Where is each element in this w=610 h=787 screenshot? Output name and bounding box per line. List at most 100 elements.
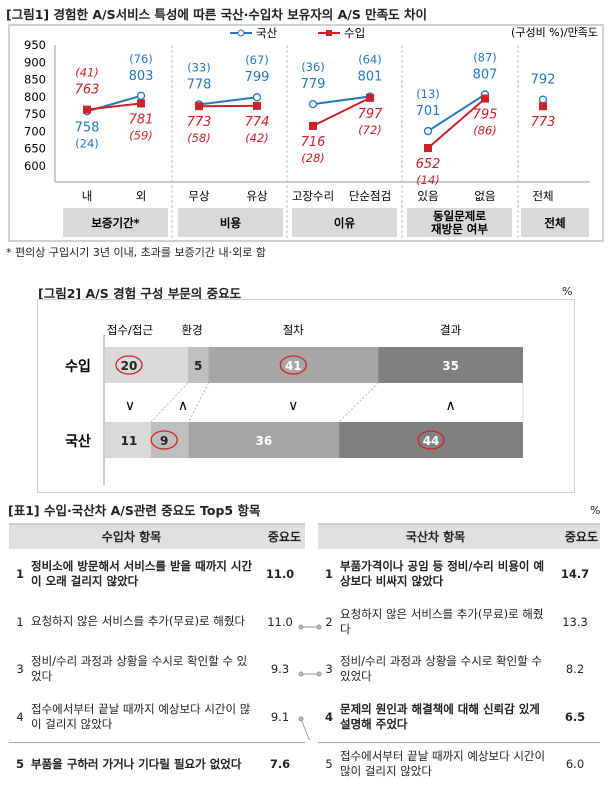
- data-point: [310, 101, 317, 108]
- value-label: 773: [187, 115, 212, 130]
- data-point: [253, 102, 261, 110]
- x-tick-label: 없음: [474, 189, 495, 203]
- legend-label: 국산: [256, 26, 278, 40]
- value-label: 701: [416, 104, 441, 119]
- left-header-score: 중요도: [268, 525, 301, 549]
- row-label: 수입: [65, 359, 91, 375]
- bar-segment: [105, 347, 188, 383]
- x-tick-label: 있음: [417, 189, 438, 203]
- segment-value: 41: [285, 359, 302, 373]
- y-tick-label: 750: [24, 107, 46, 121]
- value-label: 807: [473, 67, 498, 82]
- data-point: [540, 96, 547, 103]
- share-label: (24): [75, 136, 99, 150]
- data-point: [309, 122, 317, 130]
- share-label: (86): [473, 124, 497, 138]
- importance-score: 14.7: [550, 567, 600, 581]
- unit-label: (구성비 %)/만족도: [511, 26, 598, 39]
- x-tick-label: 고장수리: [292, 189, 334, 203]
- data-point: [83, 106, 91, 114]
- share-label: (76): [129, 52, 153, 66]
- value-label: 799: [245, 70, 270, 85]
- data-point: [425, 128, 432, 135]
- series-line-국산: [199, 97, 257, 104]
- value-label: 758: [75, 120, 100, 135]
- figure1-footnote: * 편의상 구입시기 3년 이내, 초과를 보증기간 내·외로 함: [6, 244, 266, 260]
- value-label: 773: [531, 115, 556, 130]
- segment-value: 20: [121, 359, 138, 373]
- item-text: 접수에서부터 끝날 때까지 예상보다 시간이 많이 걸리지 않았다: [31, 702, 255, 732]
- category-label: 절차: [283, 323, 305, 337]
- value-label: 795: [473, 108, 498, 123]
- y-tick-label: 650: [24, 142, 46, 156]
- legend-marker: [238, 30, 244, 36]
- segment-value: 36: [255, 434, 272, 448]
- legend-label: 수입: [344, 26, 365, 40]
- importance-score: 6.0: [550, 757, 600, 771]
- bar-segment: [151, 422, 189, 458]
- value-label: 792: [531, 73, 556, 88]
- segment-value: 9: [160, 434, 168, 448]
- y-tick-label: 850: [24, 73, 46, 87]
- comparison-sign: ∧: [178, 398, 188, 414]
- y-tick-label: 600: [24, 159, 46, 173]
- data-point: [539, 102, 547, 110]
- x-tick-label: 무상: [188, 189, 210, 203]
- row-label: 국산: [65, 433, 91, 450]
- rank: 3: [9, 662, 31, 676]
- x-tick-label: 유상: [246, 189, 268, 203]
- right-header-item: 국산차 항목: [318, 525, 553, 549]
- segment-value: 44: [423, 434, 440, 448]
- data-point: [137, 99, 145, 107]
- data-point: [138, 92, 145, 99]
- item-text: 문제의 원인과 해결책에 대해 신뢰감 있게 설명해 주었다: [340, 702, 550, 732]
- share-label: (41): [75, 66, 99, 80]
- group-label: 동일문제로: [433, 209, 486, 223]
- share-label: (14): [416, 173, 440, 187]
- data-point: [254, 94, 261, 101]
- item-text: 정비/수리 과정과 상황을 수시로 확인할 수 있었다: [31, 654, 255, 684]
- data-point: [481, 95, 489, 103]
- x-tick-label: 전체: [532, 189, 553, 203]
- importance-score: 8.2: [550, 662, 600, 676]
- item-text: 요청하지 않은 서비스를 추가(무료)로 해줬다: [340, 607, 550, 637]
- group-label: 재방문 여부: [431, 222, 488, 236]
- category-label: 환경: [182, 323, 203, 337]
- value-label: 652: [416, 157, 441, 172]
- value-label: 801: [358, 70, 383, 85]
- importance-score: 11.0: [255, 567, 305, 581]
- rank: 1: [9, 615, 31, 629]
- right-header-score: 중요도: [565, 525, 598, 549]
- category-label: 결과: [440, 323, 462, 337]
- share-label: (33): [187, 60, 211, 74]
- group-label: 이유: [334, 216, 356, 230]
- importance-score: 7.6: [255, 757, 305, 771]
- table1-unit: %: [590, 504, 600, 517]
- data-point: [366, 94, 374, 102]
- x-tick-label: 내: [82, 189, 93, 203]
- group-label: 전체: [544, 216, 565, 230]
- item-text: 부품을 구하러 가거나 기다릴 필요가 없었다: [31, 757, 255, 772]
- share-label: (67): [245, 53, 269, 67]
- item-text: 요청하지 않은 서비스를 추가(무료)로 해줬다: [31, 614, 255, 629]
- rank: 5: [9, 757, 31, 771]
- rank-connectors: [295, 600, 325, 740]
- data-point: [195, 102, 203, 110]
- value-label: 716: [301, 135, 326, 150]
- data-point: [424, 144, 432, 152]
- group-label: 보증기간*: [91, 216, 139, 230]
- value-label: 763: [75, 83, 100, 98]
- x-tick-label: 외: [136, 189, 147, 203]
- share-label: (42): [245, 131, 269, 145]
- x-tick-label: 단순점검: [349, 189, 391, 203]
- value-label: 797: [358, 107, 384, 122]
- value-label: 774: [245, 115, 270, 130]
- share-label: (13): [416, 87, 440, 101]
- y-tick-label: 950: [24, 38, 46, 52]
